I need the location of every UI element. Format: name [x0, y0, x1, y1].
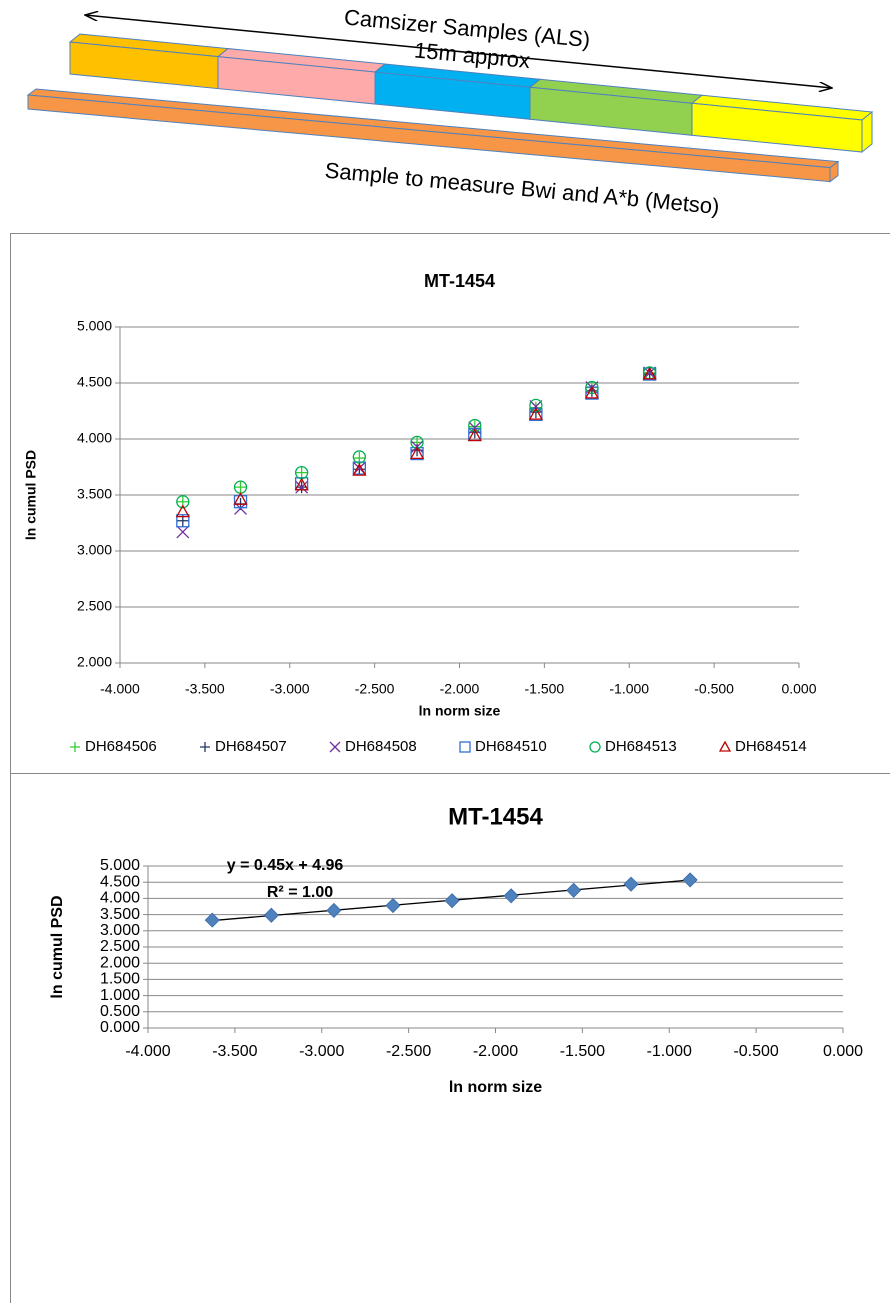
annotation: y = 0.45x + 4.96: [227, 857, 344, 874]
x-axis-label: ln norm size: [449, 1079, 542, 1096]
y-tick-label: 1.500: [100, 971, 140, 988]
y-tick-label: 2.000: [100, 954, 140, 971]
y-tick-label: 3.000: [77, 542, 112, 558]
y-tick-label: 2.500: [77, 598, 112, 614]
legend-marker: [70, 742, 80, 752]
chart-frame: [11, 774, 890, 1303]
y-tick-label: 5.000: [77, 318, 112, 334]
chart-title: MT-1454: [424, 271, 495, 291]
x-tick-label: -2.000: [440, 681, 480, 697]
legend-label: DH684507: [215, 738, 287, 755]
legend-label: DH684510: [475, 738, 547, 755]
x-tick-label: -3.000: [299, 1043, 344, 1060]
y-tick-label: 3.500: [77, 486, 112, 502]
x-tick-label: -1.500: [560, 1043, 605, 1060]
y-tick-label: 3.000: [100, 922, 140, 939]
y-tick-label: 4.000: [77, 430, 112, 446]
legend-marker: [720, 742, 730, 751]
y-tick-label: 1.000: [100, 987, 140, 1004]
legend-label: DH684506: [85, 738, 157, 755]
x-tick-label: -0.500: [733, 1043, 778, 1060]
x-tick-label: -0.500: [694, 681, 734, 697]
y-tick-label: 0.000: [100, 1019, 140, 1036]
legend-marker: [460, 742, 470, 752]
y-tick-label: 3.500: [100, 906, 140, 923]
y-tick-label: 2.000: [77, 654, 112, 670]
marker: [386, 899, 400, 913]
y-tick-label: 4.500: [100, 873, 140, 890]
legend-marker: [590, 742, 600, 752]
legend-label: DH684513: [605, 738, 677, 755]
x-tick-label: -3.500: [185, 681, 225, 697]
y-tick-label: 4.500: [77, 374, 112, 390]
marker: [567, 883, 581, 897]
x-tick-label: -2.500: [386, 1043, 431, 1060]
marker: [177, 526, 189, 538]
x-axis-label: ln norm size: [419, 703, 501, 719]
x-tick-label: -4.000: [125, 1043, 170, 1060]
y-tick-label: 5.000: [100, 857, 140, 874]
x-tick-label: -1.500: [525, 681, 565, 697]
chart-title: MT-1454: [448, 803, 543, 830]
marker: [624, 877, 638, 891]
x-tick-label: -1.000: [609, 681, 649, 697]
x-tick-label: 0.000: [823, 1043, 863, 1060]
y-axis-label: ln cumul PSD: [23, 450, 39, 540]
legend-marker: [330, 742, 340, 752]
legend-label: DH684514: [735, 738, 807, 755]
x-tick-label: -3.000: [270, 681, 310, 697]
marker: [264, 908, 278, 922]
marker: [327, 903, 341, 917]
y-axis-label: ln cumul PSD: [49, 895, 66, 998]
marker: [445, 894, 459, 908]
x-tick-label: -1.000: [647, 1043, 692, 1060]
annotation: R² = 1.00: [267, 884, 333, 901]
marker: [504, 889, 518, 903]
x-tick-label: 0.000: [781, 681, 816, 697]
x-tick-label: -2.000: [473, 1043, 518, 1060]
legend-label: DH684508: [345, 738, 417, 755]
legend-marker: [200, 742, 210, 752]
y-tick-label: 2.500: [100, 938, 140, 955]
x-tick-label: -2.500: [355, 681, 395, 697]
marker: [683, 873, 697, 887]
x-tick-label: -4.000: [100, 681, 140, 697]
x-tick-label: -3.500: [212, 1043, 257, 1060]
marker: [205, 913, 219, 927]
diagram-caption: Sample to measure Bwi and A*b (Metso): [324, 158, 721, 219]
y-tick-label: 4.000: [100, 890, 140, 907]
page: {"diagram": {"title": "Camsizer Samples …: [0, 0, 890, 1303]
y-tick-label: 0.500: [100, 1003, 140, 1020]
figure: Camsizer Samples (ALS) 15m approx Sample…: [0, 0, 890, 1303]
